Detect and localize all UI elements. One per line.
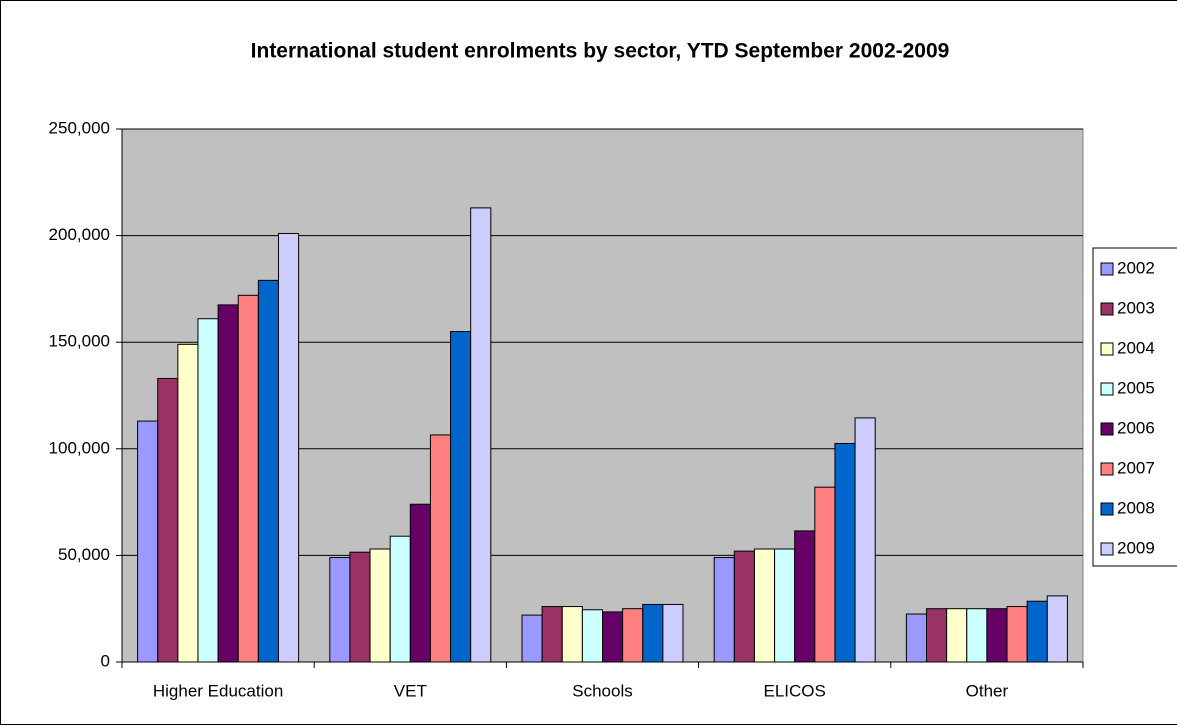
bar: [329, 557, 351, 663]
x-tick-label: Schools: [572, 681, 632, 700]
bar: [450, 331, 472, 663]
bar: [834, 442, 856, 663]
x-tick-label: Other: [966, 681, 1009, 700]
bar: [369, 548, 391, 663]
bar: [905, 613, 928, 663]
bar: [602, 611, 624, 663]
bar: [470, 207, 492, 663]
legend-label: 2008: [1117, 498, 1155, 517]
bar: [157, 377, 179, 663]
chart-title: International student enrolments by sect…: [251, 40, 950, 63]
legend-label: 2005: [1117, 378, 1155, 397]
bar: [217, 304, 239, 663]
bar: [197, 318, 219, 663]
bar: [177, 343, 199, 663]
legend-swatch: [1100, 502, 1114, 516]
bar: [966, 608, 988, 663]
bar: [854, 417, 876, 663]
legend-swatch: [1100, 542, 1114, 556]
bar: [733, 550, 755, 663]
x-tick-label: VET: [394, 681, 427, 700]
legend-label: 2009: [1117, 538, 1155, 557]
bar: [389, 535, 411, 663]
y-tick-label: 100,000: [49, 438, 110, 457]
legend-label: 2004: [1117, 338, 1155, 357]
y-tick-label: 0: [101, 651, 110, 670]
y-tick-label: 50,000: [58, 545, 110, 564]
bar: [429, 434, 452, 663]
bar: [926, 608, 948, 663]
legend-box: [1092, 247, 1177, 567]
bar: [753, 548, 776, 663]
bar: [774, 548, 796, 663]
legend-label: 2002: [1117, 258, 1155, 277]
bar: [1006, 606, 1028, 663]
bar: [237, 294, 259, 663]
legend-swatch: [1100, 382, 1114, 396]
bar: [1026, 600, 1048, 663]
bar: [794, 530, 816, 663]
bar: [277, 232, 300, 663]
y-tick-label: 250,000: [49, 118, 110, 137]
bar: [814, 486, 836, 663]
legend-swatch: [1100, 302, 1114, 316]
y-tick-label: 150,000: [49, 332, 110, 351]
bar: [581, 609, 603, 663]
bar: [986, 608, 1008, 663]
bar: [409, 503, 431, 663]
legend-label: 2003: [1117, 298, 1155, 317]
bar: [521, 614, 543, 663]
bar: [713, 557, 735, 663]
legend-label: 2007: [1117, 458, 1155, 477]
bar: [137, 420, 159, 663]
bar: [946, 608, 968, 663]
legend-label: 2006: [1117, 418, 1155, 437]
legend-swatch: [1100, 342, 1114, 356]
legend-swatch: [1100, 462, 1114, 476]
bar: [642, 603, 664, 663]
bar: [349, 551, 371, 663]
x-tick-label: ELICOS: [764, 681, 826, 700]
legend-swatch: [1100, 262, 1114, 276]
bar: [257, 279, 279, 663]
bar: [1046, 595, 1068, 663]
bar: [622, 608, 644, 663]
bar: [541, 606, 563, 663]
bar: [662, 603, 684, 663]
bar: [561, 606, 583, 663]
y-tick-label: 200,000: [49, 225, 110, 244]
x-tick-label: Higher Education: [153, 681, 283, 700]
legend-swatch: [1100, 422, 1114, 436]
